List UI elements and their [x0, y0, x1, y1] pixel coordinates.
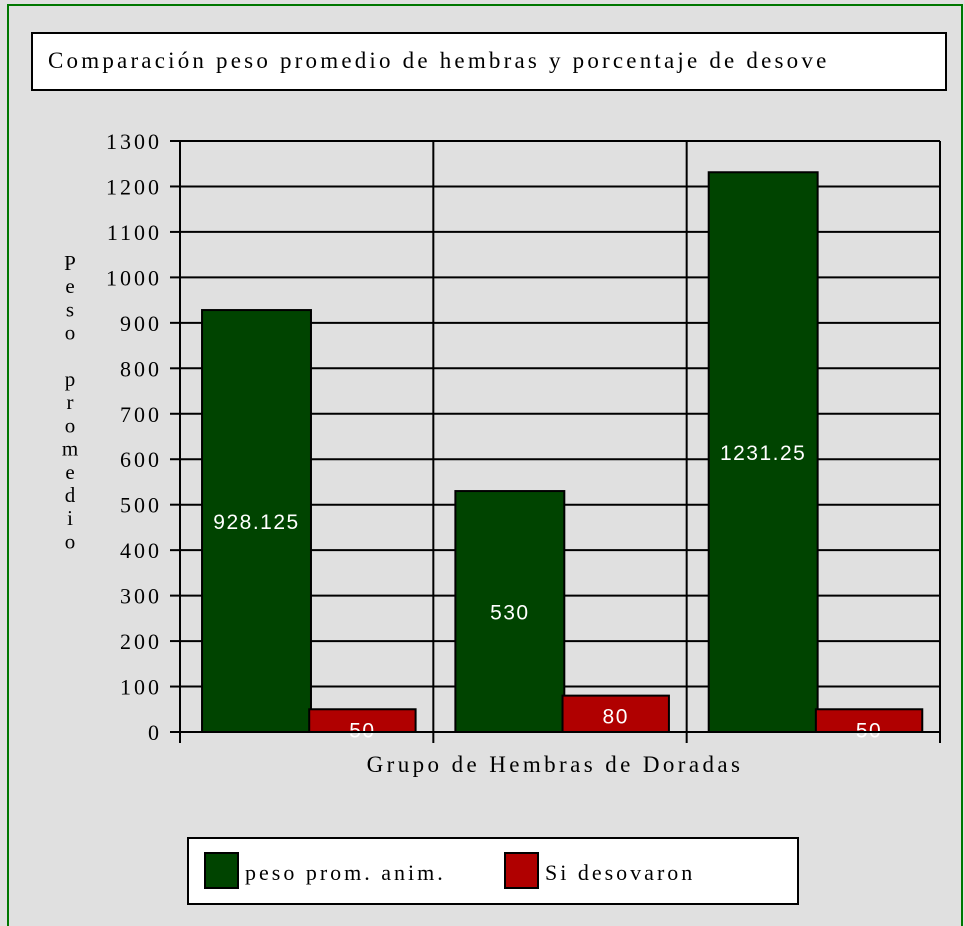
bar	[561, 694, 670, 734]
legend-swatch	[204, 852, 239, 889]
legend-label: Si desovaron	[545, 860, 695, 885]
y-tick-label: 1000	[106, 265, 162, 290]
y-tick-label: 300	[120, 584, 162, 609]
legend-box	[187, 837, 799, 905]
legend-swatch	[504, 852, 539, 889]
y-tick-label: 100	[120, 675, 162, 700]
value-label: 530	[490, 602, 530, 625]
y-tick-label: 700	[120, 402, 162, 427]
value-label: 80	[603, 706, 629, 729]
chart-title: Comparación peso promedio de hembras y p…	[48, 48, 830, 73]
y-tick-label: 0	[148, 720, 162, 745]
y-tick-label: 500	[120, 493, 162, 518]
value-label: 50	[856, 719, 882, 742]
title-box	[31, 32, 947, 91]
y-tick-label: 1200	[106, 174, 162, 199]
x-axis-label: Grupo de Hembras de Doradas	[367, 752, 744, 777]
bar	[707, 171, 819, 733]
y-tick-label: 800	[120, 356, 162, 381]
value-label: 928.125	[213, 511, 299, 534]
y-tick-label: 1100	[107, 220, 162, 245]
value-label: 50	[349, 719, 375, 742]
value-label: 1231.25	[720, 442, 806, 465]
y-tick-label: 600	[120, 447, 162, 472]
legend-label: peso prom. anim.	[245, 860, 446, 885]
y-tick-label: 200	[120, 629, 162, 654]
y-tick-label: 1300	[106, 129, 162, 154]
y-tick-label: 900	[120, 311, 162, 336]
bar	[454, 490, 566, 733]
y-tick-label: 400	[120, 538, 162, 563]
